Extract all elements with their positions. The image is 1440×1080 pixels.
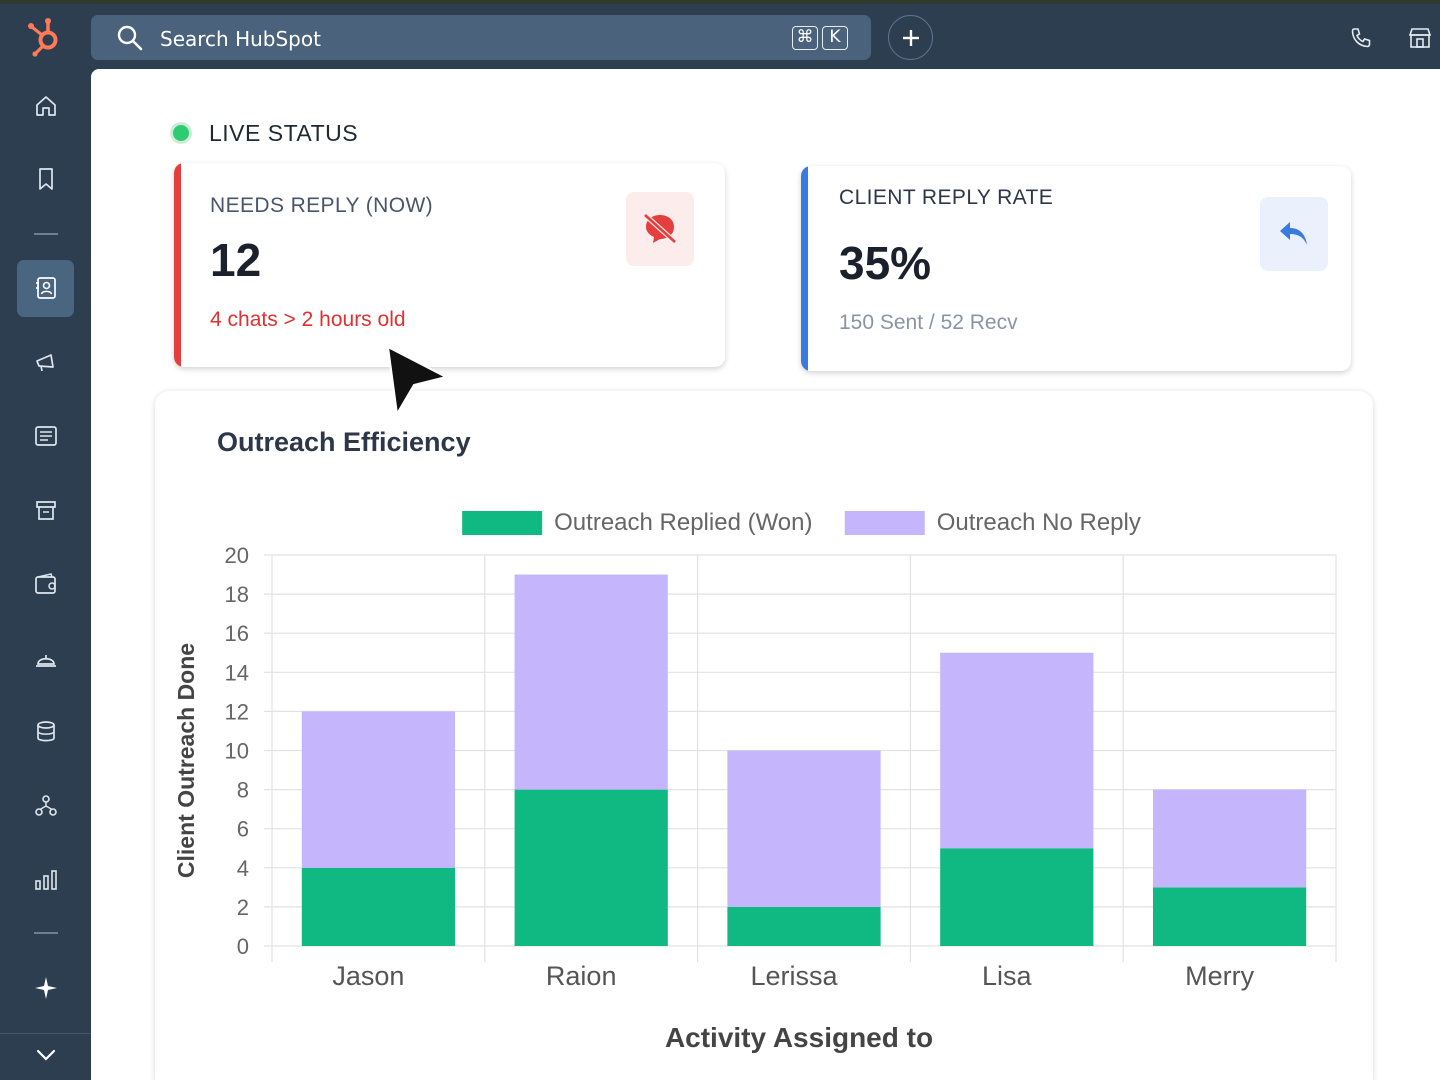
collapse-sidebar-button[interactable]: [0, 1033, 91, 1080]
sidebar-divider: [34, 233, 58, 235]
y-tick-label: 20: [225, 543, 249, 568]
main-content: LIVE STATUS NEEDS REPLY (NOW) 12 4 chats…: [91, 69, 1440, 1080]
top-navigation-bar: Search HubSpot ⌘ K: [0, 0, 1440, 69]
legend-label: Outreach Replied (Won): [554, 509, 812, 536]
k-key-hint: K: [822, 26, 848, 50]
y-tick-label: 8: [237, 778, 249, 803]
x-category-label: Lisa: [982, 961, 1033, 991]
card-accent-bar: [174, 163, 181, 367]
reply-rate-subtext: 150 Sent / 52 Recv: [839, 311, 1018, 334]
contacts-icon[interactable]: [28, 270, 64, 306]
outreach-efficiency-chart-card: Outreach Efficiency 0 2 4 6 8 10 12 14 16 18 20 Jas…: [155, 391, 1373, 1080]
bar-replied-jason: [301, 867, 456, 946]
client-reply-rate-card[interactable]: CLIENT REPLY RATE 35% 150 Sent / 52 Recv: [801, 166, 1351, 371]
bar-replied-lisa: [940, 848, 1094, 946]
search-placeholder: Search HubSpot: [160, 27, 321, 51]
bar-no-reply-jason: [301, 711, 456, 868]
legend-label: Outreach No Reply: [937, 509, 1141, 536]
bar-replied-lerissa: [727, 906, 881, 946]
marketing-icon[interactable]: [28, 345, 64, 381]
content-icon[interactable]: [28, 418, 64, 454]
bar-no-reply-merry: [1152, 789, 1307, 888]
service-icon[interactable]: [28, 640, 64, 676]
left-sidebar: [0, 69, 91, 1080]
search-bar[interactable]: Search HubSpot ⌘ K: [91, 15, 871, 60]
y-tick-label: 18: [225, 582, 249, 607]
phone-icon[interactable]: [1349, 26, 1373, 55]
y-tick-label: 4: [237, 856, 249, 881]
x-category-label: Lerissa: [750, 961, 838, 991]
home-icon[interactable]: [28, 88, 64, 124]
x-category-label: Merry: [1185, 961, 1254, 991]
needs-reply-value: 12: [210, 234, 262, 286]
outreach-stacked-bar-chart: 0 2 4 6 8 10 12 14 16 18 20 Jason Raion Lerissa Lisa Me…: [173, 509, 1337, 1053]
ai-sparkle-icon[interactable]: [28, 970, 64, 1006]
chart-title: Outreach Efficiency: [217, 427, 471, 457]
card-accent-bar: [801, 166, 808, 371]
x-category-label: Jason: [332, 961, 404, 991]
reporting-icon[interactable]: [28, 862, 64, 898]
legend-swatch: [462, 511, 543, 535]
commerce-icon[interactable]: [28, 566, 64, 602]
marketplace-icon[interactable]: [1408, 26, 1432, 55]
y-tick-label: 12: [225, 699, 249, 724]
hubspot-logo-icon[interactable]: [24, 16, 68, 60]
command-key-hint: ⌘: [792, 26, 818, 50]
bar-no-reply-lisa: [940, 652, 1094, 849]
needs-reply-card[interactable]: NEEDS REPLY (NOW) 12 4 chats > 2 hours o…: [174, 163, 725, 367]
bar-replied-raion: [514, 789, 668, 946]
create-new-button[interactable]: [888, 15, 933, 60]
needs-reply-title: NEEDS REPLY (NOW): [210, 194, 434, 217]
bar-no-reply-lerissa: [727, 750, 881, 907]
legend-swatch: [844, 511, 925, 535]
search-icon: [117, 25, 143, 56]
y-axis-title: Client Outreach Done: [173, 643, 199, 878]
bar-no-reply-raion: [514, 574, 668, 790]
reply-arrow-icon: [1260, 197, 1328, 271]
chevron-down-icon: [35, 1048, 57, 1067]
y-tick-label: 16: [225, 621, 249, 646]
window-top-edge: [0, 0, 1440, 4]
mouse-cursor-icon: [385, 344, 451, 423]
live-status-dot: [173, 125, 189, 141]
x-category-label: Raion: [546, 961, 617, 991]
x-axis-title: Activity Assigned to: [665, 1022, 933, 1053]
y-tick-label: 0: [237, 934, 249, 959]
needs-reply-subtext: 4 chats > 2 hours old: [210, 308, 406, 331]
reply-rate-title: CLIENT REPLY RATE: [839, 186, 1054, 209]
data-icon[interactable]: [28, 714, 64, 750]
y-tick-label: 10: [225, 739, 249, 764]
automation-icon[interactable]: [28, 788, 64, 824]
live-status-label: LIVE STATUS: [209, 120, 359, 146]
y-tick-label: 6: [237, 817, 249, 842]
sidebar-divider: [34, 932, 58, 934]
no-chat-icon: [626, 192, 694, 266]
bookmark-icon[interactable]: [28, 161, 64, 197]
bar-replied-merry: [1152, 887, 1307, 946]
sales-icon[interactable]: [28, 492, 64, 528]
y-tick-label: 14: [225, 660, 249, 685]
reply-rate-value: 35%: [839, 237, 932, 289]
y-tick-label: 2: [237, 895, 249, 920]
